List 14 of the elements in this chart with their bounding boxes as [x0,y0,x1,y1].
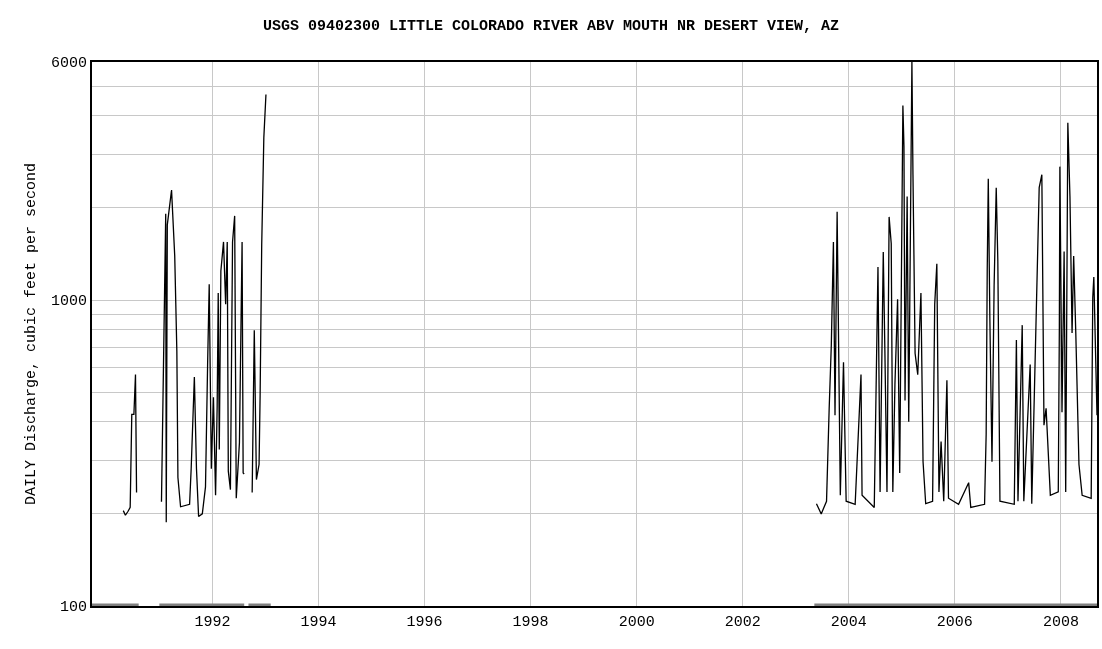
x-tick-label: 2002 [724,614,761,631]
y-axis-title: DAILY Discharge, cubic feet per second [22,162,40,506]
y-tick-label: 1000 [50,293,87,311]
y-tick-label: 100 [59,599,87,617]
y-tick-label: 6000 [50,55,87,73]
x-tick-label: 2008 [1042,614,1079,631]
x-tick-label: 1992 [194,614,231,631]
x-tick-label: 1994 [300,614,337,631]
chart-title: USGS 09402300 LITTLE COLORADO RIVER ABV MOUTH NR DESERT VIEW, AZ [262,17,840,35]
x-tick-label: 2004 [830,614,867,631]
x-tick-label: 2000 [618,614,655,631]
x-tick-label: 1996 [406,614,443,631]
x-tick-label: 2006 [936,614,973,631]
x-tick-label: 1998 [512,614,549,631]
